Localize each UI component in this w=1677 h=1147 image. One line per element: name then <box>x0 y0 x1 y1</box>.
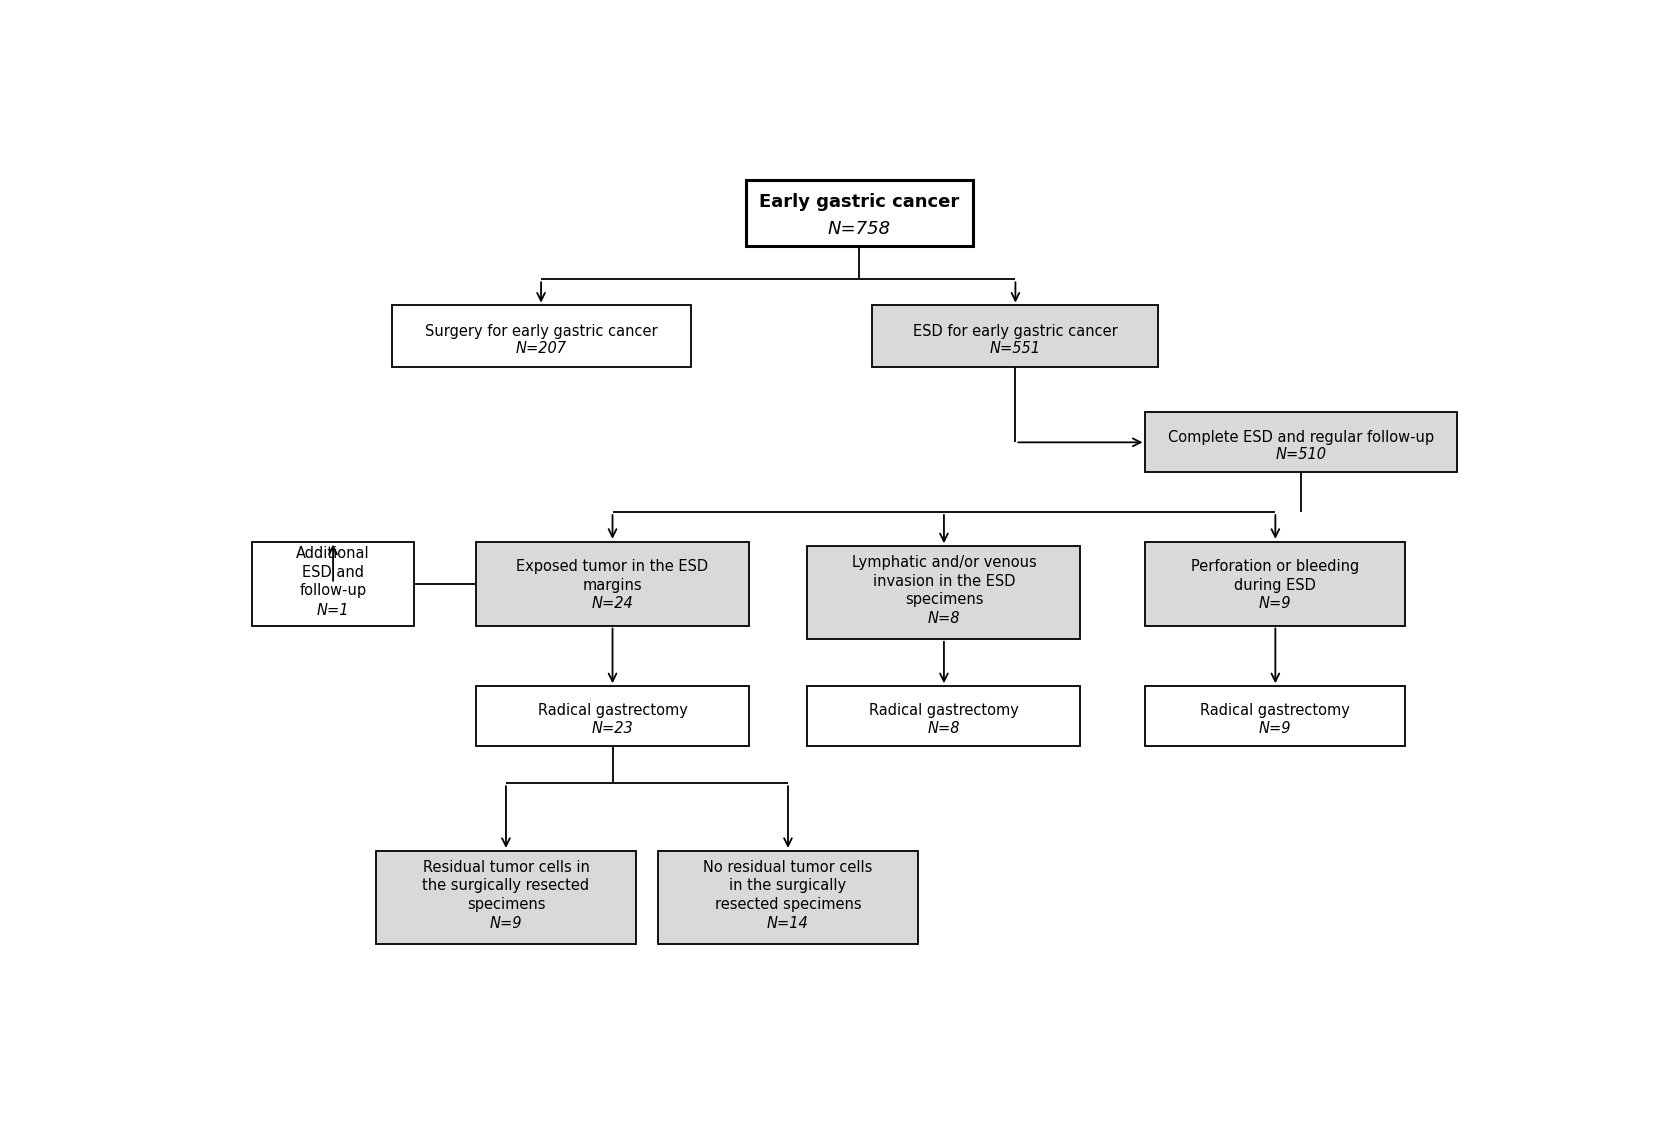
Text: N=8: N=8 <box>927 611 961 626</box>
FancyBboxPatch shape <box>376 851 636 944</box>
Text: N=9: N=9 <box>1259 595 1291 610</box>
FancyBboxPatch shape <box>392 305 691 367</box>
Text: N=1: N=1 <box>317 602 349 617</box>
FancyBboxPatch shape <box>807 686 1080 747</box>
Text: Perforation or bleeding
during ESD: Perforation or bleeding during ESD <box>1191 559 1360 593</box>
FancyBboxPatch shape <box>1145 686 1405 747</box>
Text: Early gastric cancer: Early gastric cancer <box>760 193 959 211</box>
Text: N=9: N=9 <box>490 916 522 931</box>
Text: Radical gastrectomy: Radical gastrectomy <box>869 703 1020 718</box>
Text: ESD for early gastric cancer: ESD for early gastric cancer <box>912 323 1119 338</box>
Text: N=23: N=23 <box>592 721 634 736</box>
Text: N=758: N=758 <box>828 219 890 237</box>
Text: Complete ESD and regular follow-up: Complete ESD and regular follow-up <box>1169 429 1434 445</box>
Text: Additional
ESD and
follow-up: Additional ESD and follow-up <box>297 546 371 599</box>
FancyBboxPatch shape <box>252 541 414 625</box>
FancyBboxPatch shape <box>807 546 1080 639</box>
Text: N=14: N=14 <box>766 916 808 931</box>
Text: N=207: N=207 <box>515 341 567 357</box>
Text: Lymphatic and/or venous
invasion in the ESD
specimens: Lymphatic and/or venous invasion in the … <box>852 555 1036 607</box>
Text: Residual tumor cells in
the surgically resected
specimens: Residual tumor cells in the surgically r… <box>423 859 590 912</box>
FancyBboxPatch shape <box>657 851 917 944</box>
FancyBboxPatch shape <box>746 180 973 245</box>
FancyBboxPatch shape <box>476 686 750 747</box>
Text: Exposed tumor in the ESD
margins: Exposed tumor in the ESD margins <box>517 559 709 593</box>
Text: N=9: N=9 <box>1259 721 1291 736</box>
FancyBboxPatch shape <box>1145 412 1457 473</box>
Text: No residual tumor cells
in the surgically
resected specimens: No residual tumor cells in the surgicall… <box>703 859 872 912</box>
Text: N=8: N=8 <box>927 721 961 736</box>
Text: N=510: N=510 <box>1276 447 1327 462</box>
FancyBboxPatch shape <box>872 305 1159 367</box>
FancyBboxPatch shape <box>1145 541 1405 625</box>
Text: Radical gastrectomy: Radical gastrectomy <box>1201 703 1350 718</box>
Text: Surgery for early gastric cancer: Surgery for early gastric cancer <box>424 323 657 338</box>
Text: N=24: N=24 <box>592 595 634 610</box>
Text: Radical gastrectomy: Radical gastrectomy <box>538 703 688 718</box>
FancyBboxPatch shape <box>476 541 750 625</box>
Text: N=551: N=551 <box>989 341 1041 357</box>
